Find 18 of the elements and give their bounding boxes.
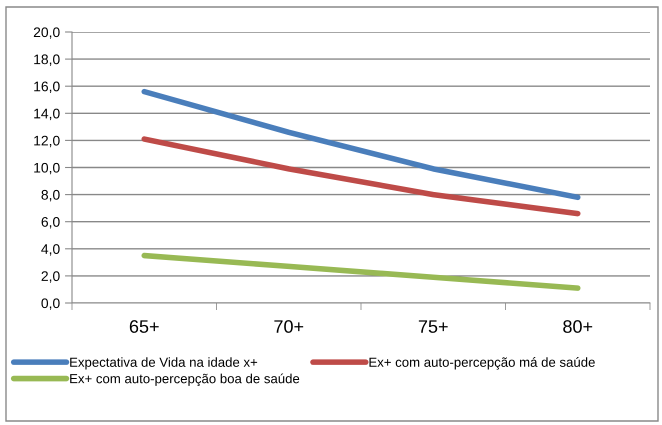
y-tick-label: 16,0: [34, 82, 60, 94]
y-tick-label: 10,0: [34, 162, 60, 174]
y-tick-label: 8,0: [41, 190, 60, 202]
legend-label: Ex+ com auto-percepção má de saúde: [369, 357, 595, 370]
y-tick-label: 0,0: [41, 298, 60, 310]
legend-label: Expectativa de Vida na idade x+: [70, 357, 258, 370]
x-tick-label: 70+: [274, 320, 304, 333]
y-tick-label: 14,0: [34, 108, 60, 120]
y-tick-label: 20,0: [34, 27, 60, 39]
x-tick-label: 75+: [418, 320, 448, 333]
y-tick-label: 4,0: [41, 244, 60, 256]
legend-label: Ex+ com auto-percepção boa de saúde: [70, 373, 300, 386]
y-tick-label: 12,0: [34, 136, 60, 148]
y-tick-label: 2,0: [42, 271, 60, 283]
x-tick-label: 80+: [563, 320, 592, 333]
y-tick-label: 18,0: [34, 54, 60, 66]
y-tick-label: 6,0: [42, 217, 60, 229]
x-tick-label: 65+: [130, 320, 159, 333]
